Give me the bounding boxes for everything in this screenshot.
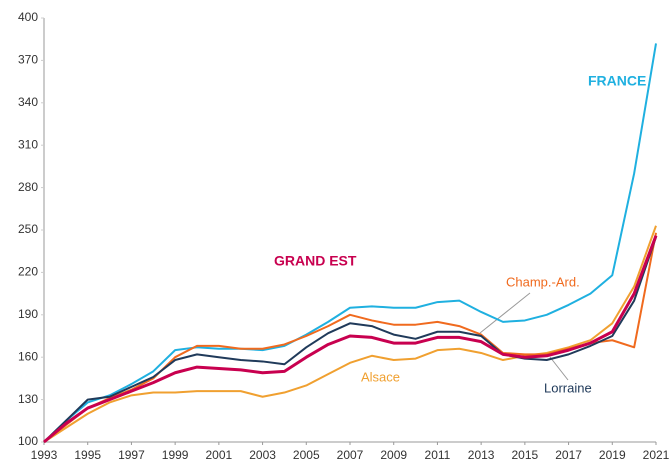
x-tick-label: 2003 — [249, 448, 276, 462]
series-label: Lorraine — [544, 380, 592, 395]
leader-line — [479, 292, 531, 334]
x-tick-label: 2015 — [512, 448, 539, 462]
x-tick-label: 2013 — [468, 448, 495, 462]
y-tick-label: 280 — [18, 180, 38, 194]
x-tick-label: 1997 — [118, 448, 145, 462]
y-tick-label: 220 — [18, 265, 38, 279]
x-tick-label: 2007 — [337, 448, 364, 462]
y-tick-label: 370 — [18, 53, 38, 67]
y-tick-label: 160 — [18, 349, 38, 363]
series-line — [43, 225, 657, 443]
y-tick-label: 100 — [18, 434, 38, 448]
y-tick-label: 340 — [18, 95, 38, 109]
x-tick-label: 2019 — [599, 448, 626, 462]
y-tick-label: 190 — [18, 307, 38, 321]
series-label: Champ.-Ard. — [506, 274, 580, 289]
series-line — [43, 236, 657, 443]
x-tick-label: 2009 — [380, 448, 407, 462]
series-label: FRANCE — [588, 73, 646, 89]
leader-line — [549, 356, 569, 381]
x-tick-label: 1993 — [31, 448, 58, 462]
series-line — [43, 235, 658, 444]
series-label: GRAND EST — [274, 253, 357, 269]
y-tick-label: 400 — [18, 10, 38, 24]
x-tick-label: 1995 — [74, 448, 101, 462]
x-tick-label: 2017 — [555, 448, 582, 462]
series-line — [43, 43, 657, 443]
x-tick-label: 1999 — [162, 448, 189, 462]
x-tick-label: 2005 — [293, 448, 320, 462]
x-tick-label: 2021 — [643, 448, 670, 462]
y-tick-label: 250 — [18, 222, 38, 236]
y-tick-label: 130 — [18, 392, 38, 406]
y-tick-label: 310 — [18, 137, 38, 151]
series-label: Alsace — [361, 369, 400, 384]
x-tick-label: 2001 — [206, 448, 233, 462]
x-tick-label: 2011 — [425, 448, 451, 462]
